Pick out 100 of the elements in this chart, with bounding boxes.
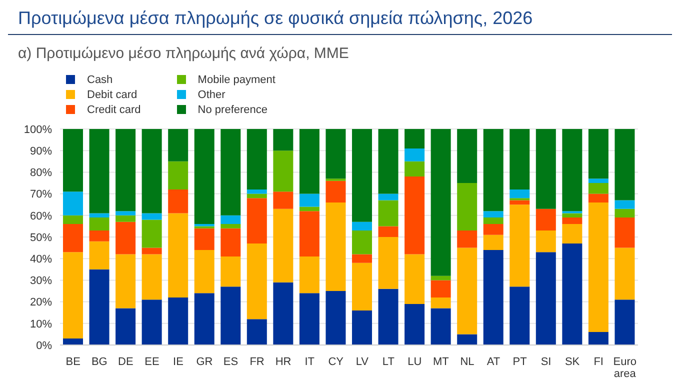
bar: [562, 218, 582, 224]
bar: [116, 215, 136, 222]
bar: [89, 241, 110, 270]
bar: [168, 213, 188, 298]
x-tick-label: BE: [66, 356, 80, 368]
x-tick-label: IT: [304, 356, 315, 368]
bar: [352, 262, 372, 310]
chart-subtitle: α) Προτιμώμενο μέσο πληρωμής ανά χώρα, ΜΜΕ: [17, 45, 350, 62]
bar: [273, 150, 294, 192]
bar: [614, 218, 635, 248]
bar: [246, 189, 267, 194]
bar: [483, 129, 504, 212]
bar: [142, 248, 162, 254]
bar: [89, 129, 110, 214]
bar: [378, 129, 398, 194]
bar: [588, 194, 608, 202]
bar: [562, 213, 582, 218]
x-tick-label: GR: [196, 356, 213, 368]
y-tick-label: 90%: [30, 146, 52, 158]
legend-label: No preference: [198, 104, 268, 116]
x-tick-label: FI: [594, 356, 604, 368]
bar: [246, 198, 267, 244]
bar: [299, 293, 320, 345]
legend-label: Other: [198, 88, 226, 100]
legend-label: Mobile payment: [198, 74, 276, 86]
bar: [326, 180, 346, 202]
bar: [614, 129, 635, 200]
bar: [116, 308, 136, 345]
bar: [510, 286, 530, 345]
bar: [273, 208, 294, 282]
bar: [483, 224, 504, 235]
bar: [299, 256, 320, 294]
bar: [588, 183, 608, 194]
bar: [510, 204, 530, 287]
bar: [63, 252, 83, 339]
x-tick-label: Euro area: [613, 356, 637, 380]
bar: [89, 218, 110, 231]
x-tick-label: LU: [408, 356, 422, 368]
x-tick-label: PT: [512, 356, 528, 368]
bar: [588, 332, 608, 345]
y-tick-label: 10%: [30, 318, 52, 330]
bar: [63, 338, 83, 345]
bar: [326, 202, 346, 291]
y-tick-label: 70%: [30, 188, 52, 201]
bar: [536, 252, 556, 345]
bar: [352, 310, 372, 345]
bar: [326, 291, 346, 345]
bar: [220, 286, 241, 345]
bar: [352, 129, 372, 222]
bar: [483, 234, 504, 250]
chart-title: Προτιμώμενα μέσα πληρωμής σε φυσικά σημεία πώλησης, 2026: [8, 8, 672, 35]
x-tick-label: MT: [433, 356, 450, 368]
bar: [614, 248, 635, 300]
bar: [510, 189, 530, 198]
bar: [457, 334, 478, 345]
bar: [430, 308, 451, 345]
bar: [562, 129, 582, 212]
y-tick-label: 100%: [24, 124, 52, 136]
bar: [168, 129, 188, 162]
bar: [430, 276, 451, 280]
bar: [326, 129, 346, 179]
bar: [404, 148, 425, 162]
bar: [378, 200, 398, 226]
bar: [116, 211, 136, 216]
bar: [352, 222, 372, 231]
bar: [299, 129, 320, 194]
bar: [562, 243, 582, 345]
bar: [352, 230, 372, 254]
bar: [483, 211, 504, 218]
bar: [194, 129, 214, 224]
bar: [614, 200, 635, 209]
x-tick-label: LV: [356, 356, 370, 368]
bar: [142, 129, 162, 214]
bar: [588, 202, 608, 332]
bar: [194, 293, 214, 345]
bar: [246, 129, 267, 190]
bar: [483, 218, 504, 224]
bar: [63, 129, 83, 192]
bar: [536, 230, 556, 252]
bar: [116, 254, 136, 308]
bar: [63, 215, 83, 224]
bar: [273, 192, 294, 209]
y-tick-label: 50%: [30, 232, 52, 244]
legend-label: Credit card: [87, 104, 141, 116]
bar: [588, 129, 608, 179]
bar: [404, 176, 425, 254]
bar: [614, 208, 635, 218]
x-tick-label: SK: [564, 356, 580, 368]
x-tick-label: FR: [250, 356, 264, 368]
x-tick-label: BG: [91, 356, 108, 368]
bar: [246, 319, 267, 345]
bar: [168, 161, 188, 190]
bar: [536, 208, 556, 231]
bar: [220, 228, 241, 256]
bar: [220, 256, 241, 287]
bar: [510, 200, 530, 205]
legend-label: Debit card: [87, 88, 138, 100]
bar: [378, 288, 398, 345]
bar: [430, 297, 451, 308]
bar: [404, 254, 425, 304]
